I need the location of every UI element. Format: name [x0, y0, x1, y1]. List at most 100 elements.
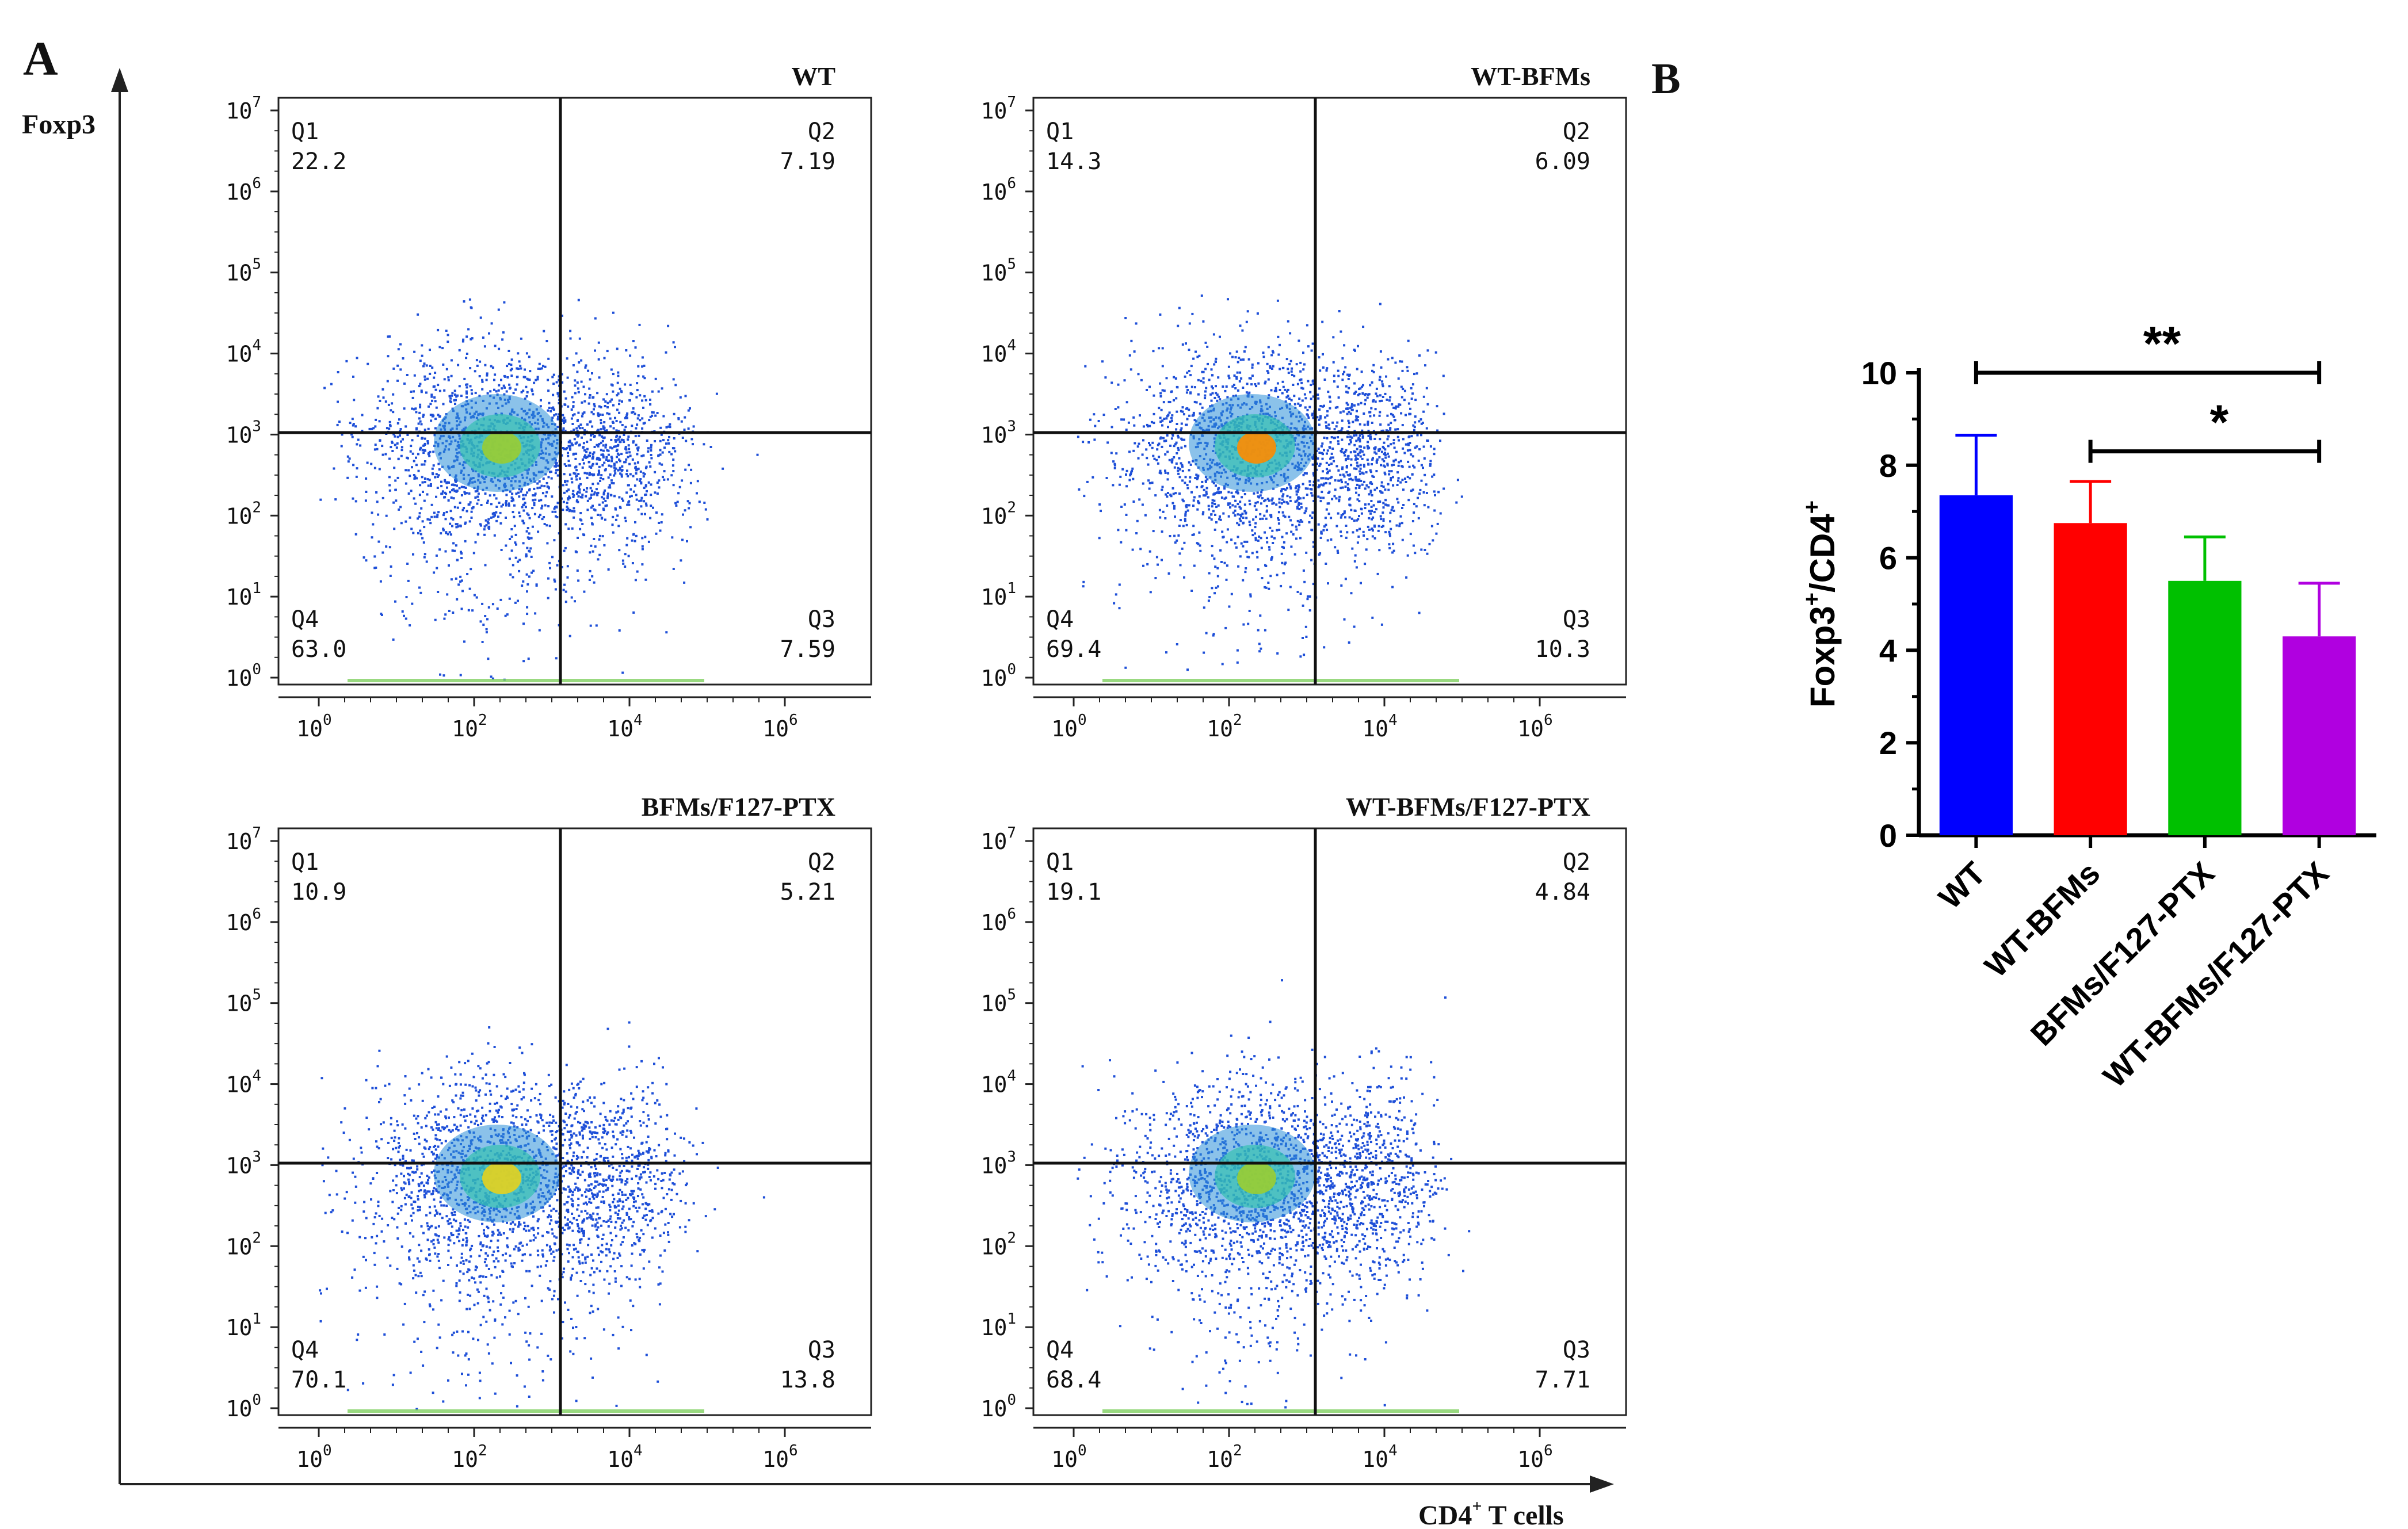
flow-event-dot: [548, 407, 551, 409]
flow-event-dot: [647, 447, 650, 450]
flow-event-dot: [1363, 534, 1365, 537]
flow-event-dot: [1312, 583, 1315, 586]
flow-event-dot: [1386, 452, 1389, 455]
flow-event-dot: [1384, 456, 1387, 459]
flow-event-dot: [1321, 442, 1324, 445]
flow-event-dot: [421, 437, 423, 440]
flow-event-dot: [1178, 307, 1181, 309]
flow-event-dot: [1285, 396, 1288, 399]
flow-event-dot: [1311, 517, 1314, 519]
flow-event-dot: [505, 517, 507, 519]
flow-event-dot: [481, 379, 484, 381]
x-tick-base: 10: [607, 716, 634, 741]
flow-event-dot: [395, 446, 398, 449]
flow-event-dot: [526, 491, 529, 494]
flow-event-dot: [627, 484, 629, 487]
flow-event-dot: [1341, 419, 1344, 422]
flow-event-dot: [615, 440, 617, 443]
flow-event-dot: [460, 1252, 463, 1255]
flow-event-dot: [644, 536, 647, 538]
flow-event-dot: [438, 415, 441, 418]
flow-event-dot: [1185, 407, 1188, 410]
flow-event-dot: [1271, 368, 1273, 370]
flow-event-dot: [1204, 480, 1207, 483]
flow-event-dot: [581, 412, 584, 415]
y-tick-base: 10: [981, 584, 1008, 610]
flow-event-dot: [600, 453, 603, 456]
flow-event-dot: [1347, 419, 1350, 422]
flow-event-dot: [1358, 451, 1361, 454]
flow-event-dot: [488, 332, 490, 335]
flow-event-dot: [1188, 504, 1190, 507]
flow-event-dot: [1142, 425, 1145, 428]
flow-event-dot: [579, 527, 582, 530]
flow-plot-title: WT: [791, 62, 835, 91]
flow-event-dot: [454, 479, 457, 481]
flow-event-dot: [578, 488, 581, 491]
flow-event-dot: [1396, 435, 1399, 438]
flow-event-dot: [1270, 389, 1273, 392]
flow-event-dot: [641, 417, 644, 420]
flow-event-dot: [477, 1339, 479, 1341]
flow-event-dot: [1257, 382, 1260, 385]
flow-event-dot: [1193, 496, 1196, 499]
flow-event-dot: [672, 484, 675, 487]
flow-event-dot: [1369, 512, 1372, 515]
flow-event-dot: [1281, 511, 1284, 514]
flow-event-dot: [1185, 342, 1187, 345]
flow-event-dot: [1296, 499, 1299, 502]
flow-event-dot: [616, 347, 619, 350]
flow-event-dot: [1356, 483, 1358, 486]
flow-event-dot: [654, 491, 657, 494]
flow-event-dot: [616, 381, 619, 384]
flow-event-dot: [514, 388, 517, 391]
flow-event-dot: [1328, 427, 1331, 430]
flow-event-dot: [569, 330, 572, 332]
flow-event-dot: [662, 476, 664, 479]
flow-event-dot: [1238, 357, 1241, 360]
flow-event-dot: [1119, 475, 1122, 478]
flow-event-dot: [1186, 487, 1189, 490]
flow-event-dot: [1273, 389, 1276, 392]
flow-event-dot: [1312, 395, 1315, 398]
flow-event-dot: [1421, 422, 1424, 424]
flow-event-dot: [1305, 636, 1308, 638]
flow-event-dot: [1375, 392, 1377, 395]
flow-event-dot: [1342, 473, 1345, 476]
flow-event-dot: [1322, 496, 1325, 499]
flow-event-dot: [1455, 501, 1458, 504]
flow-event-dot: [1156, 448, 1159, 451]
flow-event-dot: [484, 615, 487, 617]
flow-event-dot: [526, 377, 529, 380]
flow-event-dot: [1383, 471, 1386, 474]
flow-event-dot: [1392, 464, 1395, 466]
flow-event-dot: [1151, 446, 1154, 449]
flow-event-dot: [1322, 366, 1325, 369]
flow-event-dot: [1372, 400, 1374, 403]
flow-event-dot: [624, 517, 627, 519]
flow-event-dot: [620, 475, 623, 478]
flow-event-dot: [1256, 501, 1259, 504]
flow-event-dot: [614, 472, 617, 475]
flow-event-dot: [592, 396, 595, 399]
flow-event-dot: [1242, 579, 1245, 582]
flow-event-dot: [493, 514, 496, 517]
flow-event-dot: [378, 468, 381, 471]
flow-event-dot: [513, 525, 516, 527]
flow-event-dot: [476, 490, 479, 492]
flow-event-dot: [1234, 542, 1237, 545]
flow-event-dot: [1363, 453, 1365, 456]
flow-event-dot: [426, 377, 429, 380]
flow-event-dot: [671, 464, 674, 467]
quadrant-q1-label: Q1: [291, 119, 319, 145]
flow-event-dot: [1326, 437, 1329, 439]
flow-event-dot: [506, 613, 509, 616]
flow-event-dot: [450, 517, 453, 519]
flow-event-dot: [421, 476, 423, 479]
flow-event-dot: [1361, 392, 1364, 395]
flow-event-dot: [574, 384, 577, 387]
flow-event-dot: [1358, 392, 1361, 395]
flow-event-dot: [1413, 426, 1416, 429]
flow-event-dot: [534, 492, 537, 495]
flow-event-dot: [434, 388, 437, 391]
